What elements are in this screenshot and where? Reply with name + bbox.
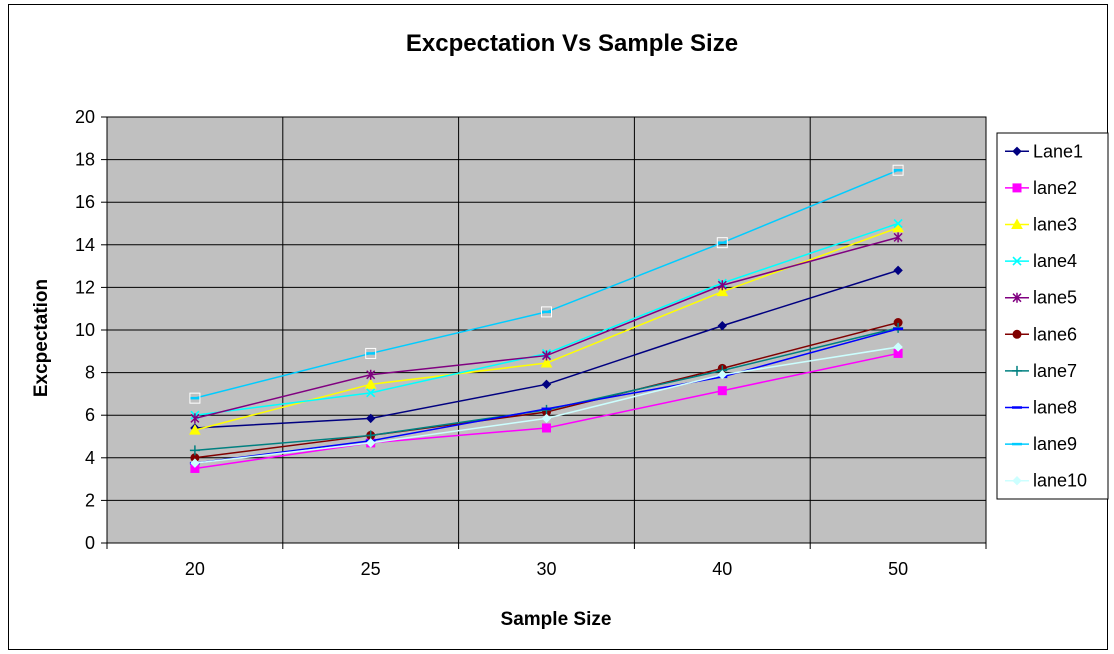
data-point	[717, 386, 727, 396]
x-tick-label: 20	[185, 559, 205, 579]
y-tick-label: 10	[75, 320, 95, 340]
data-point	[717, 370, 728, 380]
legend-marker	[1012, 329, 1022, 339]
series-lane9-box-markers	[189, 164, 904, 404]
legend-label: lane6	[1033, 324, 1077, 344]
legend-marker	[1012, 292, 1022, 303]
data-point	[189, 445, 200, 456]
legend-marker	[1011, 218, 1023, 229]
legend-label: lane2	[1033, 178, 1077, 198]
y-tick-label: 20	[75, 107, 95, 127]
data-point	[892, 164, 904, 176]
x-tick-label: 40	[712, 559, 732, 579]
data-point	[541, 413, 552, 424]
data-point	[893, 342, 903, 352]
legend-label: lane5	[1033, 288, 1077, 308]
data-point	[189, 392, 201, 404]
y-tick-label: 8	[85, 363, 95, 383]
data-point	[893, 232, 903, 243]
legend-label: lane10	[1033, 471, 1087, 491]
y-tick-label: 16	[75, 192, 95, 212]
data-point	[190, 458, 200, 468]
data-point	[365, 413, 376, 424]
data-point	[540, 356, 553, 368]
data-point	[366, 388, 376, 398]
line-chart: Excpectation Vs Sample Size 0 2 4 6 8 10 12 14 1…	[31, 30, 1109, 630]
data-point	[541, 306, 552, 318]
legend-label: lane4	[1033, 251, 1077, 271]
legend: Lane1 lane2 lane3 lane4 lane5 lane6 lane7 lane8…	[996, 132, 1109, 500]
legend-label: Lane1	[1033, 141, 1083, 161]
series-lane10	[190, 342, 903, 468]
data-point	[190, 413, 200, 424]
data-point	[717, 321, 728, 331]
legend-label: lane9	[1033, 434, 1077, 454]
y-tick-label: 0	[85, 533, 95, 553]
data-point	[893, 265, 903, 276]
data-point	[365, 347, 377, 359]
plot-area: 0 2 4 6 8 10 12 14 16 18 20 20 25 30 40 50	[75, 107, 987, 579]
legend-marker	[1012, 365, 1022, 376]
data-point	[364, 378, 377, 389]
data-point	[365, 438, 376, 448]
legend-label: lane8	[1033, 398, 1077, 418]
x-tick-label: 25	[361, 559, 381, 579]
plot-border	[106, 116, 987, 544]
x-axis-title: Sample Size	[501, 609, 612, 630]
series-lane5	[190, 232, 903, 424]
legend-marker	[1012, 146, 1022, 157]
y-tick-label: 12	[75, 277, 95, 297]
y-tick-label: 4	[85, 448, 95, 468]
y-tick-label: 14	[75, 235, 95, 255]
legend-label: lane7	[1033, 361, 1077, 381]
y-axis-title: Excpectation	[31, 279, 52, 397]
data-point	[717, 280, 727, 291]
x-tick-label: 30	[536, 559, 556, 579]
data-point	[541, 350, 552, 361]
y-tick-label: 2	[85, 490, 95, 510]
data-point	[541, 379, 552, 390]
data-point	[716, 237, 728, 249]
legend-marker	[1012, 475, 1022, 486]
legend-marker	[1012, 183, 1022, 193]
data-point	[366, 369, 376, 380]
legend-label: lane3	[1033, 215, 1077, 235]
data-point	[189, 424, 201, 435]
data-point	[893, 218, 903, 229]
legend-box	[996, 132, 1109, 500]
series-lane9	[189, 169, 904, 400]
data-point	[892, 221, 904, 233]
x-tick-label: 50	[888, 559, 908, 579]
chart-frame: Excpectation Vs Sample Size 0 2 4 6 8 10 12 14 1…	[8, 4, 1109, 650]
y-tick-label: 6	[85, 405, 95, 425]
chart-title: Excpectation Vs Sample Size	[406, 30, 738, 57]
data-point	[542, 423, 551, 433]
legend-marker	[1012, 256, 1022, 266]
y-tick-label: 18	[75, 150, 95, 170]
data-point	[716, 285, 729, 297]
